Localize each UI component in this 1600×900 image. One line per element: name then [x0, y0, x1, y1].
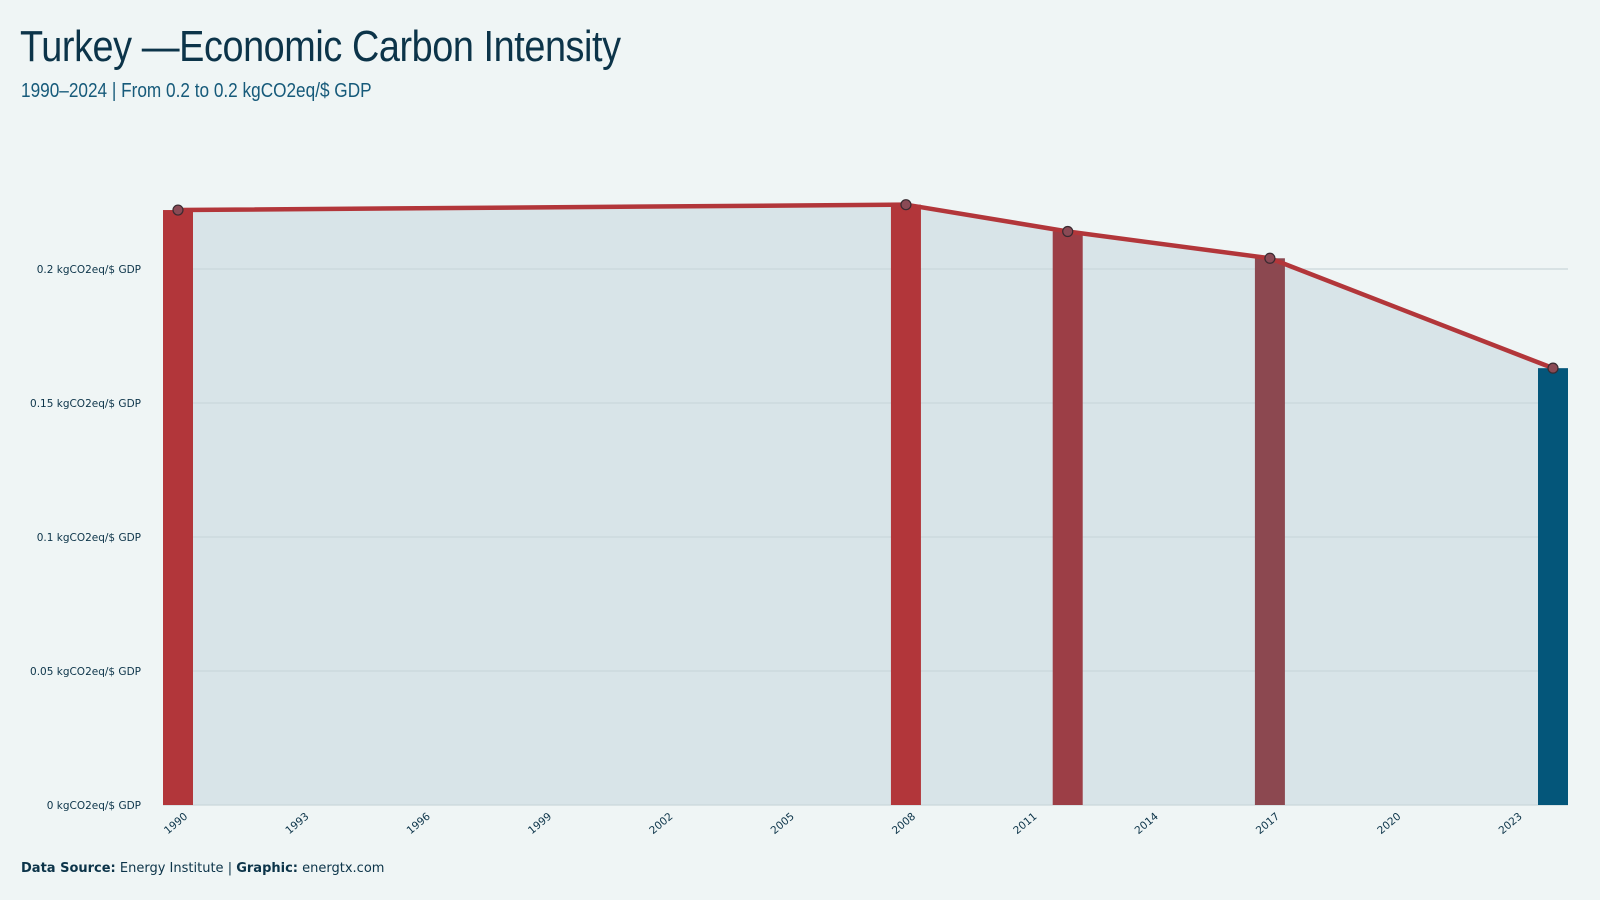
data-point-1990	[172, 204, 184, 216]
bar-2024	[1538, 368, 1568, 805]
graphic-value: energtx.com	[302, 861, 385, 876]
bar-2017	[1254, 258, 1285, 805]
graphic-label: Graphic:	[236, 861, 298, 876]
x-tick-label: 2005	[769, 811, 797, 837]
y-tick-label: 0.05 kgCO2eq/$ GDP	[30, 666, 141, 678]
x-tick-label: 1999	[526, 811, 554, 837]
footer-separator: |	[227, 861, 233, 876]
data-point-2024	[1547, 362, 1559, 374]
data-point-2008	[900, 199, 912, 211]
y-tick-label: 0.2 kgCO2eq/$ GDP	[37, 264, 141, 276]
x-tick-label: 2020	[1375, 811, 1403, 837]
x-tick-label: 2008	[890, 811, 918, 837]
data-point-2012	[1062, 225, 1074, 238]
x-tick-label: 2011	[1011, 811, 1039, 837]
x-tick-label: 2023	[1497, 811, 1525, 837]
bar-2012	[1052, 231, 1083, 806]
y-tick-label: 0.15 kgCO2eq/$ GDP	[30, 398, 141, 410]
x-tick-label: 2014	[1133, 810, 1161, 837]
x-tick-label: 1993	[283, 811, 311, 837]
x-tick-label: 1996	[405, 810, 433, 837]
y-tick-label: 0 kgCO2eq/$ GDP	[47, 800, 141, 812]
source-label: Data Source:	[21, 861, 116, 876]
data-point-2017	[1264, 252, 1276, 264]
x-tick-label: 1990	[162, 811, 190, 837]
area-fill	[178, 204, 1553, 805]
chart-subtitle: 1990–2024 | From 0.2 to 0.2 kgCO2eq/$ GD…	[21, 80, 372, 102]
x-tick-label: 2002	[647, 811, 675, 837]
bar-2008	[890, 204, 921, 805]
footer: Data Source: Energy Institute | Graphic:…	[21, 861, 384, 876]
source-value: Energy Institute	[119, 861, 224, 876]
x-tick-label: 2017	[1254, 811, 1282, 837]
bar-1990	[163, 210, 193, 806]
y-tick-label: 0.1 kgCO2eq/$ GDP	[37, 532, 141, 544]
chart-title: Turkey —Economic Carbon Intensity	[20, 22, 621, 71]
